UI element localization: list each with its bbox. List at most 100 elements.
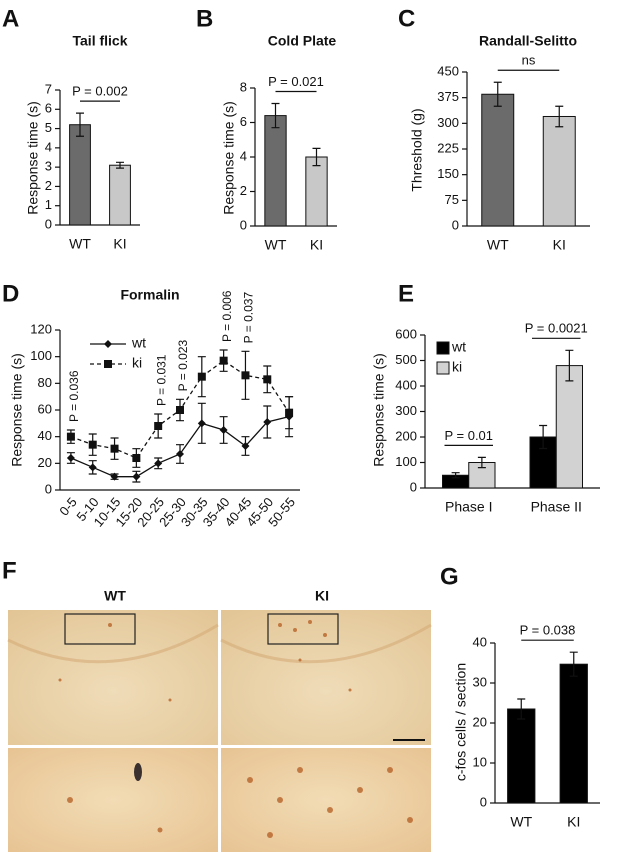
annotation: P = 0.0021 — [525, 321, 588, 336]
y-tick-label: 375 — [437, 89, 459, 104]
panel-letter: F — [2, 557, 17, 584]
micrograph — [221, 610, 431, 745]
y-tick-label: 2 — [45, 178, 52, 193]
cells — [58, 620, 413, 838]
legend-marker — [104, 340, 112, 348]
marker — [66, 432, 75, 441]
panel-letter: E — [398, 280, 414, 307]
y-axis-label: Threshold (g) — [409, 108, 425, 191]
marker — [88, 440, 97, 449]
y-tick-label: 40 — [38, 428, 52, 443]
inset-box — [64, 613, 136, 645]
y-tick-label: 0 — [45, 481, 52, 496]
y-tick-label: 400 — [395, 377, 417, 392]
legend-marker — [104, 360, 112, 368]
y-tick-label: 7 — [45, 81, 52, 96]
error-bar — [116, 161, 124, 169]
marker — [132, 454, 141, 462]
y-tick-label: 20 — [473, 714, 487, 729]
marker — [263, 418, 272, 426]
y-tick-label: 225 — [437, 140, 459, 155]
marker — [197, 419, 206, 428]
bar — [542, 115, 576, 227]
y-tick-label: 500 — [395, 352, 417, 367]
error-bar — [477, 456, 486, 469]
artifact — [134, 763, 142, 781]
annotation: P = 0.006 — [220, 290, 234, 342]
y-tick-label: 8 — [240, 79, 247, 94]
inset-box — [267, 613, 339, 645]
panel-letter: D — [2, 280, 19, 307]
bar — [559, 663, 588, 804]
y-axis-label: Response time (s) — [9, 353, 25, 467]
x-tick-label: KI — [113, 236, 126, 252]
annotation: ns — [522, 53, 536, 68]
y-tick-label: 300 — [395, 403, 417, 418]
error-bar — [539, 424, 548, 450]
micrograph — [8, 610, 218, 745]
y-tick-label: 600 — [395, 326, 417, 341]
y-tick-label: 40 — [473, 634, 487, 649]
marker — [197, 372, 206, 381]
marker — [241, 442, 250, 450]
y-tick-label: 6 — [45, 101, 52, 116]
marker — [176, 450, 184, 458]
marker — [110, 472, 119, 481]
legend-swatch — [436, 361, 450, 375]
error-bar — [493, 81, 502, 107]
micrograph — [8, 748, 218, 852]
micrographs: F WT KI — [2, 557, 432, 852]
marker — [110, 444, 119, 453]
y-tick-label: 4 — [240, 148, 247, 163]
x-tick-label: KI — [553, 237, 566, 253]
panel-letter: G — [440, 563, 459, 590]
y-tick-label: 0 — [410, 479, 417, 494]
marker — [132, 472, 141, 481]
x-tick-label: Phase II — [531, 499, 582, 515]
marker — [241, 371, 250, 380]
y-tick-label: 100 — [30, 348, 52, 363]
legend-label: wt — [131, 335, 146, 351]
annotation: P = 0.038 — [520, 623, 576, 638]
legend-swatch — [436, 341, 450, 355]
legend-label: wt — [451, 339, 466, 355]
marker — [88, 463, 97, 472]
annotation: P = 0.037 — [242, 292, 256, 344]
x-tick-label: KI — [310, 237, 323, 253]
marker — [219, 426, 228, 434]
error-bar — [271, 102, 280, 129]
x-tick-label: WT — [510, 814, 532, 830]
y-tick-label: 20 — [38, 455, 52, 470]
bar — [109, 164, 131, 226]
y-tick-label: 6 — [240, 114, 247, 129]
annotation: P = 0.002 — [72, 84, 128, 99]
error-bar — [565, 349, 574, 382]
panel-letter: A — [2, 5, 19, 32]
micrograph — [221, 748, 431, 852]
y-tick-label: 10 — [473, 754, 487, 769]
x-tick-label: WT — [265, 237, 287, 253]
chart-title: Formalin — [120, 287, 179, 303]
y-axis-label: Response time (s) — [221, 101, 237, 215]
error-bar — [451, 472, 460, 479]
marker — [154, 459, 163, 468]
y-tick-label: 75 — [445, 192, 459, 207]
y-tick-label: 3 — [45, 159, 52, 174]
marker — [285, 408, 294, 417]
y-tick-label: 80 — [38, 375, 52, 390]
y-tick-label: 5 — [45, 120, 52, 135]
y-tick-label: 0 — [452, 217, 459, 232]
marker — [66, 454, 75, 462]
error-bar — [555, 105, 564, 128]
chart-title: Randall-Selitto — [479, 33, 577, 49]
x-tick-label: KI — [567, 814, 580, 830]
y-tick-label: 120 — [30, 321, 52, 336]
marker — [219, 356, 228, 365]
panel-letter: C — [398, 5, 415, 32]
bar — [264, 115, 287, 227]
error-bar — [517, 698, 526, 720]
y-tick-label: 0 — [480, 794, 487, 809]
y-tick-label: 0 — [240, 217, 247, 232]
image-label: KI — [315, 588, 329, 604]
